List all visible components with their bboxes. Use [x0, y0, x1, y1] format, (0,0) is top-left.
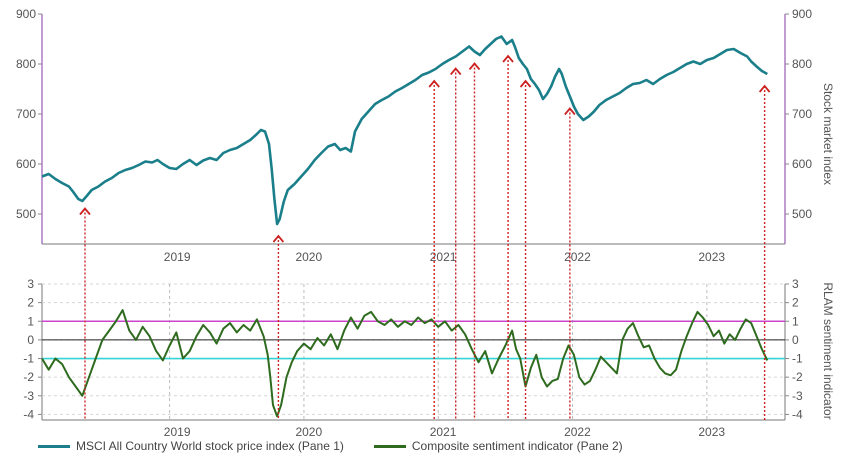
pane-1-year-label: 2022	[564, 250, 591, 264]
pane-1-year-label: 2019	[164, 250, 191, 264]
signal-arrow-head	[468, 62, 481, 71]
sentiment-indicator-line	[41, 309, 769, 418]
pane-2-right-tick-label: -2	[792, 370, 803, 384]
pane-2-left-tick-label: -2	[23, 370, 34, 384]
signal-arrow-head	[564, 107, 576, 116]
legend-swatch-sentiment	[373, 444, 406, 448]
signal-arrow-head	[79, 207, 91, 216]
pane-1-right-tick-label: 900	[792, 7, 812, 21]
pane-1-left-tick-label: 500	[16, 207, 36, 221]
msci-index-line	[41, 35, 768, 226]
pane-2-right-tick-label: -1	[792, 352, 803, 366]
legend-label-stock-index: MSCI All Country World stock price index…	[76, 439, 344, 453]
pane-2-left-tick-label: 3	[27, 277, 34, 291]
pane-2-year-label: 2019	[164, 425, 191, 439]
pane-2-right-tick-label: -4	[792, 407, 803, 421]
pane-2-left-tick-label: 0	[27, 333, 34, 347]
signal-arrow-head	[272, 234, 285, 243]
pane-1-right-tick-label: 700	[792, 107, 812, 121]
pane-1-right-tick-label: 800	[792, 57, 812, 71]
pane-1-year-label: 2020	[295, 250, 322, 264]
signal-arrows	[79, 54, 771, 420]
pane-1-left-tick-label: 800	[16, 57, 36, 71]
pane-1-stock-index: 500 500 600 600 700 700 800 800 900 900 2019 2020 20…	[16, 7, 812, 264]
pane-2-left-tick-label: -1	[23, 352, 34, 366]
pane-2-right-tick-label: 1	[792, 314, 799, 328]
pane-1-left-tick-label: 900	[16, 7, 36, 21]
pane-1-y-axis-label: Stock market index	[821, 83, 835, 185]
pane-2-right-tick-label: 2	[792, 296, 799, 310]
legend-swatch-stock-index	[38, 444, 70, 448]
pane-2-left-tick-label: -4	[23, 407, 34, 421]
pane-2-year-label: 2020	[295, 425, 322, 439]
signal-arrow-head	[758, 84, 771, 93]
signal-arrow-head	[502, 54, 514, 63]
legend-item-stock-index: MSCI All Country World stock price index…	[38, 439, 344, 453]
pane-1-year-label: 2023	[698, 250, 725, 264]
pane-2-right-tick-label: -3	[792, 389, 803, 403]
pane-2-year-label: 2022	[564, 425, 591, 439]
pane-1-right-tick-label: 600	[792, 157, 812, 171]
pane-2-y-axis-label: RLAM sentiment indicator	[821, 282, 835, 419]
signal-arrow-head	[519, 79, 532, 88]
signal-arrow-head	[450, 67, 462, 76]
legend-item-sentiment: Composite sentiment indicator (Pane 2)	[373, 439, 623, 453]
pane-2-left-tick-label: 2	[27, 296, 34, 310]
pane-1-left-tick-label: 700	[16, 107, 36, 121]
pane-1-left-tick-label: 600	[16, 157, 36, 171]
pane-1-right-tick-label: 500	[792, 207, 812, 221]
pane-1-year-label: 2021	[430, 250, 457, 264]
pane-2-year-label: 2021	[430, 425, 457, 439]
signal-arrow-head	[428, 79, 440, 88]
legend: MSCI All Country World stock price index…	[38, 438, 653, 454]
pane-2-right-tick-label: 3	[792, 277, 799, 291]
pane-2-year-label: 2023	[698, 425, 725, 439]
pane-2-left-tick-label: -3	[23, 389, 34, 403]
legend-label-sentiment: Composite sentiment indicator (Pane 2)	[411, 439, 623, 453]
pane-2-sentiment: 3 2 1 0 -1 -2 -3 -4 3 2 1 0 -1 -2 -3 -4 2019 2020 2021 2022…	[23, 277, 803, 439]
pane-2-left-tick-label: 1	[27, 314, 34, 328]
pane-2-right-tick-label: 0	[792, 333, 799, 347]
